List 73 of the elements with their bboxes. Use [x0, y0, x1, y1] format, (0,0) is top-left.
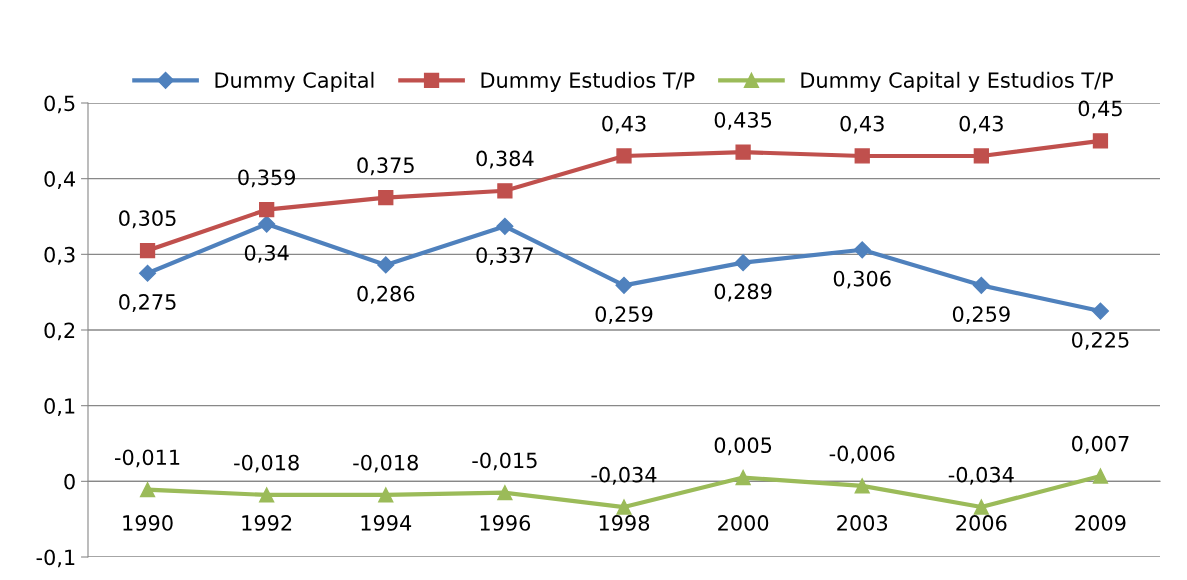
point	[139, 264, 157, 282]
y-tick-label: 0,5	[44, 95, 75, 114]
data-label: -0,018	[353, 454, 418, 473]
point	[735, 469, 751, 486]
data-label: 0,34	[244, 244, 289, 263]
point	[1092, 133, 1109, 149]
y-tick-label: 0,3	[44, 246, 75, 265]
point	[378, 487, 394, 503]
point	[1091, 302, 1109, 320]
data-label: -0,006	[829, 445, 895, 464]
point	[615, 276, 633, 294]
point	[258, 215, 276, 233]
data-label: -0,034	[591, 466, 657, 485]
data-label: 0,384	[476, 150, 534, 169]
data-label: 0,306	[833, 270, 891, 289]
x-tick-label: 2006	[956, 515, 1007, 531]
data-label: 0,45	[1078, 100, 1122, 119]
legend-label: Dummy Estudios T/P	[481, 71, 695, 92]
data-label: 0,289	[714, 283, 772, 302]
point	[853, 241, 871, 259]
data-label: 0,43	[602, 115, 646, 134]
data-label: 0,259	[595, 306, 653, 325]
data-label: -0,018	[234, 454, 299, 473]
y-tick-label: -0,1	[36, 549, 75, 568]
point	[259, 202, 275, 218]
point	[259, 487, 275, 503]
data-label: 0,337	[476, 247, 533, 266]
y-tick-label: 0,2	[44, 322, 75, 341]
y-tick-label: 0,4	[44, 171, 76, 189]
y-tick-label: 0	[64, 473, 75, 490]
point	[854, 478, 870, 494]
data-label: -0,015	[472, 452, 537, 471]
data-label: 0,305	[119, 210, 176, 229]
data-label: 0,005	[714, 437, 772, 456]
point	[378, 189, 394, 206]
y-tick-label: 0,1	[44, 398, 75, 416]
x-tick-label: 1994	[361, 515, 412, 531]
point	[734, 254, 752, 272]
data-label: -0,011	[115, 449, 180, 468]
x-tick-label: 2000	[718, 515, 769, 531]
data-label: 0,43	[840, 115, 884, 134]
data-label: 0,259	[952, 306, 1010, 325]
legend-label: Dummy Capital y Estudios T/P	[801, 71, 1113, 92]
point	[735, 144, 751, 160]
point	[616, 499, 632, 515]
point	[139, 242, 156, 259]
data-label: 0,359	[238, 169, 296, 188]
point	[973, 148, 989, 164]
x-tick-label: 2003	[837, 515, 888, 531]
data-label: 0,375	[357, 157, 414, 176]
point	[616, 148, 632, 164]
point	[139, 482, 156, 498]
data-label: 0,286	[357, 285, 415, 304]
point	[496, 217, 514, 235]
data-label: 0,225	[1072, 331, 1129, 350]
x-tick-label: 2009	[1075, 515, 1126, 531]
x-tick-label: 1992	[242, 515, 292, 531]
x-tick-label: 1990	[123, 515, 173, 531]
x-tick-label: 1996	[480, 515, 531, 531]
point	[1092, 468, 1109, 484]
point	[497, 183, 513, 199]
legend-label: Dummy Capital	[215, 71, 374, 92]
point	[972, 276, 990, 294]
data-label: 0,007	[1072, 435, 1129, 454]
point	[497, 485, 513, 501]
data-label: 0,275	[119, 294, 176, 312]
x-tick-label: 1998	[599, 515, 650, 531]
data-label: -0,034	[948, 466, 1014, 485]
data-label: 0,43	[959, 115, 1003, 134]
data-label: 0,435	[714, 111, 772, 130]
point	[854, 148, 870, 164]
point	[377, 256, 395, 274]
point	[973, 499, 989, 515]
